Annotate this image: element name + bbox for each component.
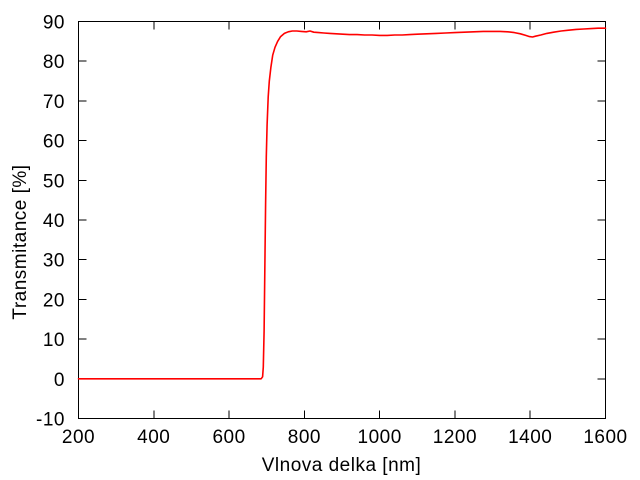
x-tick-label-400: 400 — [137, 427, 170, 448]
y-tick-label-60: 60 — [43, 132, 65, 153]
x-tick-label-600: 600 — [212, 427, 245, 448]
y-tick-label-20: 20 — [43, 290, 65, 311]
x-tick-label-1200: 1200 — [433, 427, 477, 448]
y-tick-label-30: 30 — [43, 251, 65, 272]
x-tick-label-1600: 1600 — [583, 427, 627, 448]
y-axis-title: Transmitance [%] — [10, 164, 31, 319]
y-tick-label-90: 90 — [43, 13, 65, 34]
y-tick-label-70: 70 — [43, 92, 65, 113]
y-tick-label-10: 10 — [43, 330, 65, 351]
tick-labels: 200 400 600 800 1000 1200 1400 1600 -10 0 10 20 30 40… — [36, 13, 627, 449]
y-tick-label-0: 0 — [54, 370, 65, 391]
axis-ticks — [78, 21, 606, 419]
x-tick-label-200: 200 — [62, 427, 95, 448]
x-tick-label-800: 800 — [288, 427, 321, 448]
y-tick-label-50: 50 — [43, 171, 65, 192]
transmittance-curve — [77, 27, 607, 380]
y-tick-label-80: 80 — [43, 52, 65, 73]
x-axis-title: Vlnova delka [nm] — [262, 455, 422, 476]
x-tick-label-1000: 1000 — [358, 427, 402, 448]
plot-frame — [78, 21, 606, 419]
x-tick-label-1400: 1400 — [508, 427, 552, 448]
y-tick-label--10: -10 — [36, 410, 65, 431]
y-tick-label-40: 40 — [43, 211, 65, 232]
